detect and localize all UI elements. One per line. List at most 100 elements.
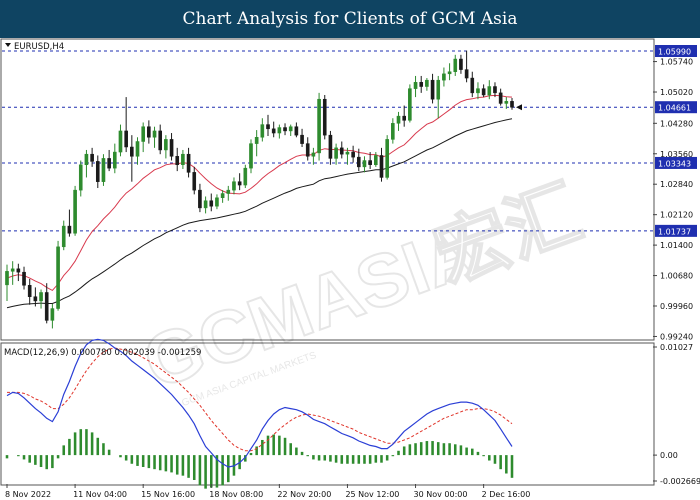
candle-body <box>334 147 338 159</box>
candle-body <box>73 189 77 234</box>
level-price-badge <box>655 44 697 57</box>
candle-body <box>368 160 372 166</box>
candle-body <box>300 134 304 144</box>
candle-body <box>339 147 344 155</box>
candle-body <box>470 77 475 94</box>
price-tick-label: 0.99960 <box>660 302 693 311</box>
candle-body <box>249 143 253 169</box>
candle-body <box>112 151 117 169</box>
level-price-label: 1.01737 <box>658 227 691 236</box>
candle-body <box>396 115 401 124</box>
candle-body <box>141 126 145 142</box>
candle-body <box>447 71 452 75</box>
candle-body <box>305 143 310 157</box>
candle-body <box>271 128 276 134</box>
candle-body <box>226 189 231 194</box>
candle-body <box>374 155 378 166</box>
candle-body <box>107 158 111 169</box>
candle-body <box>237 181 242 186</box>
level-price-label: 1.03343 <box>658 159 691 168</box>
candle-body <box>209 200 214 207</box>
ema-slow-line <box>6 118 513 309</box>
level-price-label: 1.05990 <box>658 47 691 56</box>
price-tick-label: 1.01400 <box>660 241 693 250</box>
candle-body <box>254 137 259 144</box>
candle-body <box>260 124 265 138</box>
candle-body <box>44 292 49 321</box>
candle-body <box>67 225 72 234</box>
candle-body <box>22 271 26 286</box>
candle-body <box>56 246 60 309</box>
candle-body <box>481 88 486 96</box>
candle-body <box>345 151 350 155</box>
macd-panel-frame <box>0 342 655 486</box>
time-tick-label: 8 Nov 2022 <box>5 490 51 499</box>
candle-body <box>328 134 333 159</box>
candle-body <box>356 156 361 168</box>
candle-body <box>90 153 94 162</box>
price-tick-label: 1.03560 <box>660 150 693 159</box>
candle-body <box>198 189 202 209</box>
candle-body <box>220 193 225 198</box>
candle-body <box>379 155 384 178</box>
candle-body <box>510 101 514 108</box>
candle-body <box>16 268 21 273</box>
candle-body <box>294 126 299 136</box>
candle-body <box>266 124 270 130</box>
candle-body <box>84 153 89 166</box>
price-panel-frame <box>0 38 655 341</box>
candle-body <box>61 225 66 248</box>
candle-body <box>317 98 321 154</box>
candle-body <box>277 127 282 134</box>
candle-body <box>175 156 180 166</box>
candle-body <box>413 82 418 89</box>
macd-tick-label: 0.00 <box>660 451 678 460</box>
macd-tick-label: 0.01027 <box>660 343 693 352</box>
candle-body <box>169 139 174 157</box>
candle-body <box>402 115 407 121</box>
candle-body <box>118 130 123 153</box>
candle-body <box>152 130 157 138</box>
macd-signal-line <box>7 347 513 452</box>
candle-body <box>10 268 15 272</box>
candle-body <box>124 130 128 148</box>
price-tick-label: 1.02840 <box>660 180 693 189</box>
candle-body <box>181 153 185 166</box>
candle-body <box>192 172 197 191</box>
candle-body <box>464 69 469 79</box>
candle-body <box>425 79 429 87</box>
candle-body <box>158 130 163 151</box>
ema-fast-line <box>6 94 513 292</box>
time-tick-label: 22 Nov 20:00 <box>277 490 331 499</box>
page-title: Chart Analysis for Clients of GCM Asia <box>0 0 700 38</box>
candle-body <box>164 139 168 151</box>
macd-line <box>6 338 513 468</box>
candle-body <box>78 164 83 191</box>
candle-body <box>459 58 463 70</box>
candle-body <box>135 141 140 157</box>
candle-body <box>39 292 43 302</box>
candle-body <box>442 73 446 81</box>
candle-body <box>487 86 492 96</box>
candle-body <box>322 98 327 136</box>
candle-body <box>476 88 480 94</box>
price-tick-label: 1.05020 <box>660 88 693 97</box>
candle-body <box>203 200 208 209</box>
dropdown-triangle-icon[interactable] <box>5 43 11 47</box>
price-tick-label: 0.99240 <box>660 332 693 341</box>
candle-body <box>27 285 32 297</box>
price-tick-label: 1.02120 <box>660 211 693 220</box>
candle-body <box>498 92 503 104</box>
candle-body <box>33 296 38 302</box>
candle-body <box>351 151 355 158</box>
candle-body <box>243 167 248 186</box>
candle-body <box>232 181 236 191</box>
candle-body <box>453 58 458 72</box>
price-tick-label: 1.00680 <box>660 272 693 281</box>
macd-panel-label: MACD(12,26,9) 0.000780 0.002039 -0.00125… <box>4 348 201 358</box>
candle-body <box>436 79 441 100</box>
candle-body <box>95 161 100 182</box>
time-tick-label: 18 Nov 08:00 <box>209 490 263 499</box>
candle-body <box>50 308 55 321</box>
candle-body <box>419 82 424 87</box>
